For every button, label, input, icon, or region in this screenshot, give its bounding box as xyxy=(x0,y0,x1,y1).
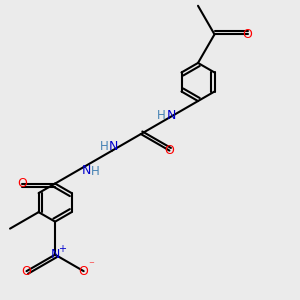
Text: O: O xyxy=(164,144,174,157)
Text: O: O xyxy=(22,265,32,278)
Text: N: N xyxy=(82,164,92,177)
Text: O: O xyxy=(17,177,27,190)
Text: H: H xyxy=(91,165,100,178)
Text: H: H xyxy=(157,109,166,122)
Text: O: O xyxy=(79,265,88,278)
Text: N: N xyxy=(109,140,118,153)
Text: H: H xyxy=(100,140,109,153)
Text: N: N xyxy=(50,248,60,261)
Text: N: N xyxy=(167,109,176,122)
Text: O: O xyxy=(243,28,252,41)
Text: ⁻: ⁻ xyxy=(89,260,94,270)
Text: +: + xyxy=(58,244,66,254)
